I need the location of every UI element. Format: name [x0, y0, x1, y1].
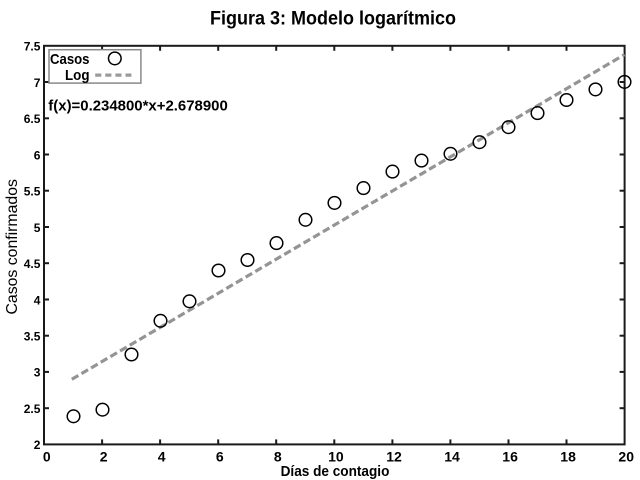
svg-text:3.5: 3.5 [24, 330, 41, 344]
svg-text:8: 8 [274, 448, 282, 464]
svg-text:5: 5 [34, 221, 41, 235]
svg-text:4.5: 4.5 [24, 257, 41, 271]
svg-text:0: 0 [43, 448, 51, 464]
svg-text:4: 4 [158, 448, 166, 464]
svg-text:6: 6 [216, 448, 224, 464]
svg-text:2: 2 [100, 448, 108, 464]
svg-text:Casos: Casos [50, 51, 90, 68]
svg-text:16: 16 [502, 448, 518, 464]
svg-text:Casos confirmados: Casos confirmados [4, 179, 21, 314]
svg-text:3: 3 [34, 366, 41, 380]
svg-text:f(x)=0.234800*x+2.678900: f(x)=0.234800*x+2.678900 [48, 97, 228, 114]
svg-text:14: 14 [444, 448, 460, 464]
svg-text:7.5: 7.5 [24, 40, 41, 54]
svg-text:6: 6 [34, 148, 41, 162]
svg-text:20: 20 [618, 448, 634, 464]
svg-text:Figura 3: Modelo logarítmico: Figura 3: Modelo logarítmico [210, 8, 456, 29]
svg-text:6.5: 6.5 [24, 112, 41, 126]
svg-text:2: 2 [34, 438, 41, 452]
svg-text:Días de contagio: Días de contagio [281, 463, 390, 480]
svg-text:10: 10 [328, 448, 344, 464]
svg-text:4: 4 [34, 293, 41, 307]
svg-text:18: 18 [560, 448, 576, 464]
svg-text:Log: Log [65, 67, 90, 84]
svg-text:2.5: 2.5 [24, 402, 41, 416]
svg-text:7: 7 [34, 76, 41, 90]
svg-text:12: 12 [386, 448, 402, 464]
svg-text:5.5: 5.5 [24, 185, 41, 199]
